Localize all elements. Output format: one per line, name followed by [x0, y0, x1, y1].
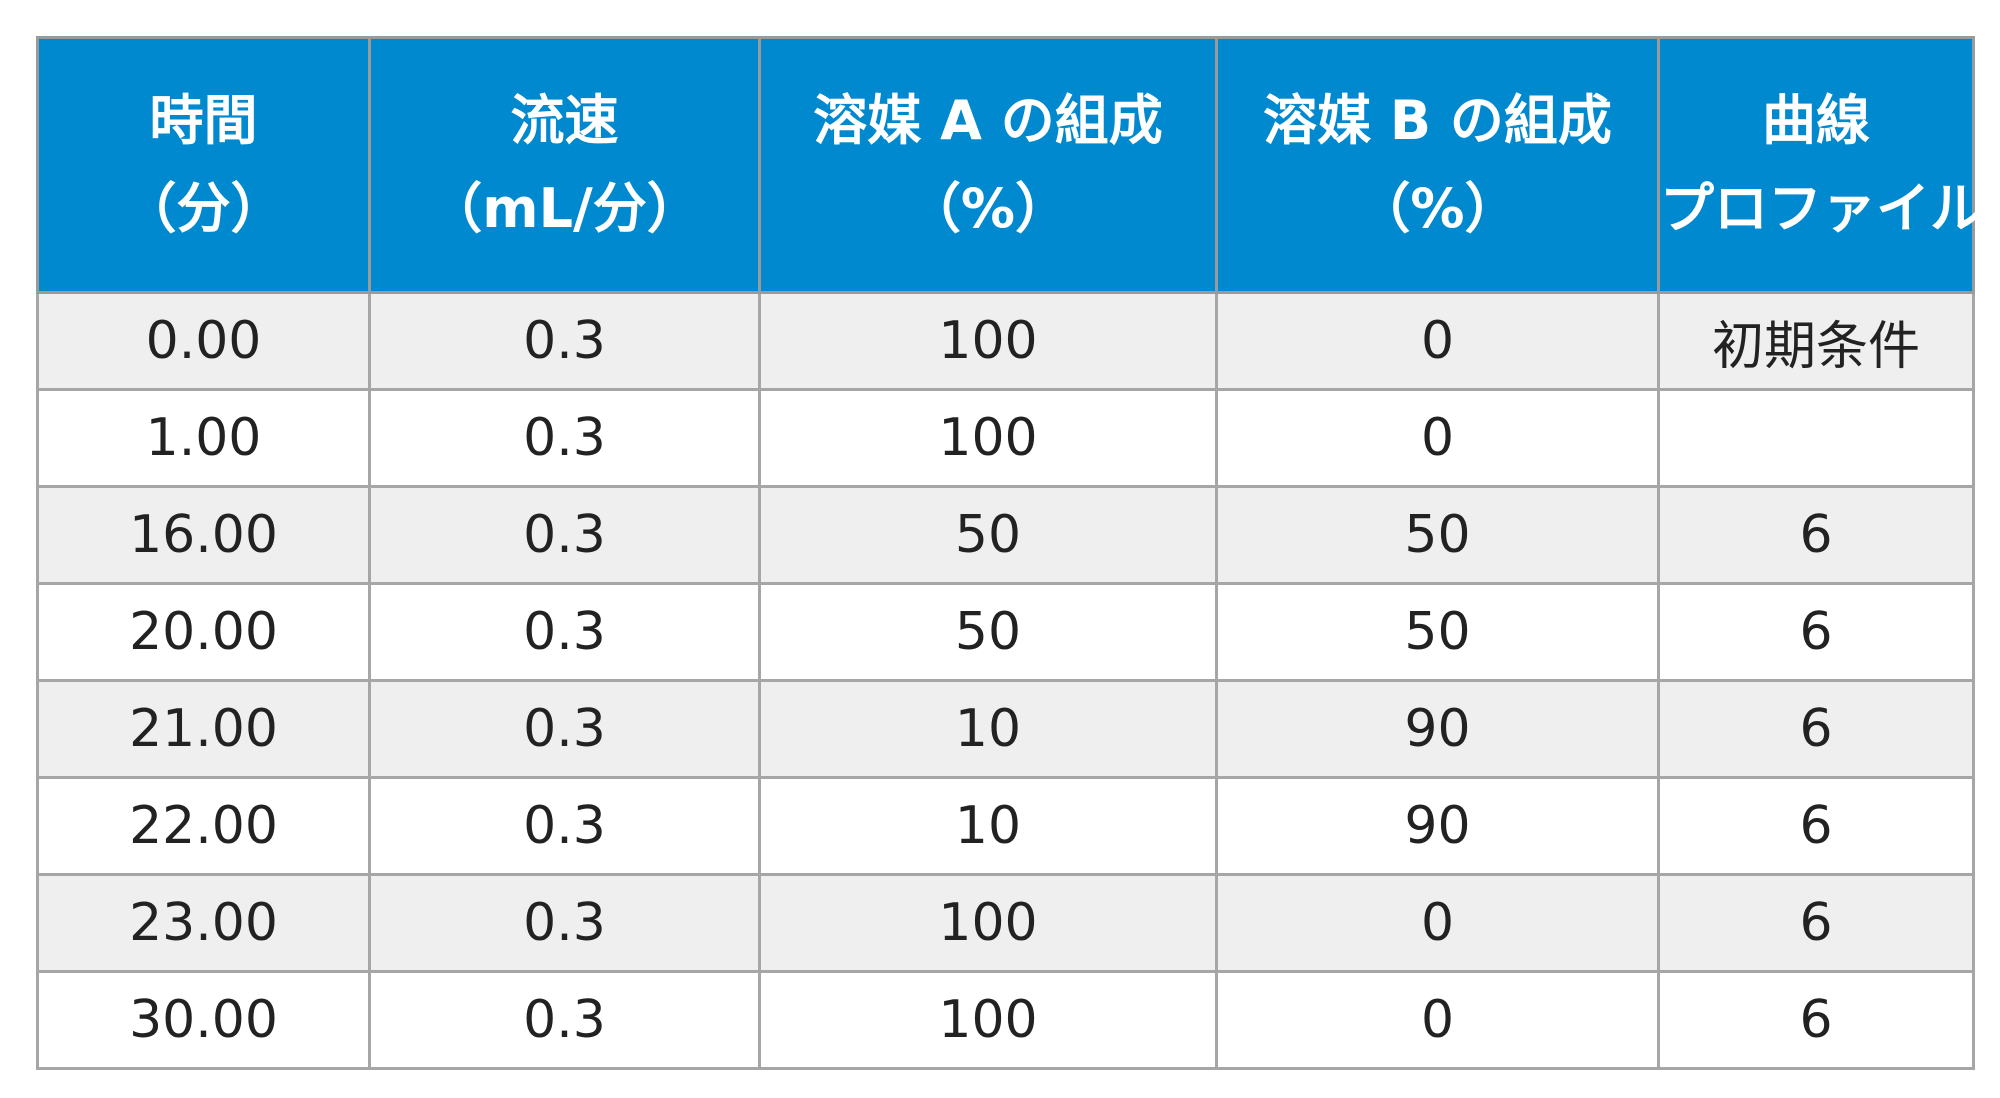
- header-flow-rate: 流速 （mL/分）: [368, 36, 761, 294]
- table-row: 21.00 0.3 10 90 6: [36, 679, 1975, 779]
- cell-solvent-b: 50: [1215, 582, 1660, 682]
- cell-curve-profile: [1657, 388, 1975, 488]
- cell-solvent-a: 10: [758, 776, 1218, 876]
- table-row: 16.00 0.3 50 50 6: [36, 485, 1975, 585]
- cell-curve-profile: 6: [1657, 970, 1975, 1070]
- header-solvent-a-label: 溶媒 A の組成: [813, 89, 1163, 152]
- cell-solvent-a: 50: [758, 485, 1218, 585]
- cell-flow-rate: 0.3: [368, 776, 761, 876]
- cell-time: 30.00: [36, 970, 371, 1070]
- cell-curve-profile: 6: [1657, 582, 1975, 682]
- header-flow-rate-label: 流速: [510, 89, 619, 152]
- header-solvent-a-unit: （%）: [906, 177, 1070, 240]
- cell-time: 20.00: [36, 582, 371, 682]
- header-time: 時間 （分）: [36, 36, 371, 294]
- cell-solvent-b: 0: [1215, 873, 1660, 973]
- cell-solvent-b: 90: [1215, 776, 1660, 876]
- cell-time: 22.00: [36, 776, 371, 876]
- cell-curve-profile: 6: [1657, 873, 1975, 973]
- cell-flow-rate: 0.3: [368, 679, 761, 779]
- cell-flow-rate: 0.3: [368, 388, 761, 488]
- cell-flow-rate: 0.3: [368, 582, 761, 682]
- table-row: 20.00 0.3 50 50 6: [36, 582, 1975, 682]
- header-solvent-b-unit: （%）: [1356, 177, 1519, 240]
- header-curve-profile-label: 曲線: [1762, 89, 1870, 152]
- header-time-unit: （分）: [122, 177, 285, 240]
- cell-flow-rate: 0.3: [368, 873, 761, 973]
- table-row: 30.00 0.3 100 0 6: [36, 970, 1975, 1070]
- cell-solvent-b: 0: [1215, 291, 1660, 391]
- table-row: 23.00 0.3 100 0 6: [36, 873, 1975, 973]
- cell-time: 23.00: [36, 873, 371, 973]
- cell-time: 0.00: [36, 291, 371, 391]
- header-curve-profile: 曲線 プロファイル: [1657, 36, 1984, 294]
- cell-time: 16.00: [36, 485, 371, 585]
- header-flow-rate-unit: （mL/分）: [428, 177, 701, 240]
- header-solvent-b: 溶媒 B の組成 （%）: [1215, 36, 1660, 294]
- header-time-label: 時間: [149, 89, 258, 152]
- cell-solvent-a: 100: [758, 388, 1218, 488]
- cell-solvent-b: 50: [1215, 485, 1660, 585]
- header-curve-profile-unit: プロファイル: [1660, 177, 1984, 240]
- cell-flow-rate: 0.3: [368, 970, 761, 1070]
- table-body: 0.00 0.3 100 0 初期条件 1.00 0.3 100 0 16.00…: [36, 291, 1975, 1070]
- header-row: 時間 （分） 流速 （mL/分） 溶媒 A の組成 （%） 溶媒 B の組成 （…: [36, 36, 1984, 294]
- cell-solvent-b: 0: [1215, 388, 1660, 488]
- cell-curve-profile: 6: [1657, 776, 1975, 876]
- cell-solvent-b: 90: [1215, 679, 1660, 779]
- table-row: 22.00 0.3 10 90 6: [36, 776, 1975, 876]
- table-header: 時間 （分） 流速 （mL/分） 溶媒 A の組成 （%） 溶媒 B の組成 （…: [36, 36, 1984, 294]
- cell-time: 21.00: [36, 679, 371, 779]
- cell-solvent-a: 10: [758, 679, 1218, 779]
- cell-solvent-a: 100: [758, 291, 1218, 391]
- cell-curve-profile: 6: [1657, 485, 1975, 585]
- table-row: 0.00 0.3 100 0 初期条件: [36, 291, 1975, 391]
- cell-solvent-a: 100: [758, 970, 1218, 1070]
- header-solvent-b-label: 溶媒 B の組成: [1263, 89, 1612, 152]
- cell-curve-profile: 初期条件: [1657, 291, 1975, 391]
- cell-solvent-a: 50: [758, 582, 1218, 682]
- gradient-table: 時間 （分） 流速 （mL/分） 溶媒 A の組成 （%） 溶媒 B の組成 （…: [36, 36, 1984, 1070]
- cell-flow-rate: 0.3: [368, 291, 761, 391]
- table-row: 1.00 0.3 100 0: [36, 388, 1975, 488]
- cell-solvent-a: 100: [758, 873, 1218, 973]
- header-solvent-a: 溶媒 A の組成 （%）: [758, 36, 1218, 294]
- cell-flow-rate: 0.3: [368, 485, 761, 585]
- cell-solvent-b: 0: [1215, 970, 1660, 1070]
- cell-curve-profile: 6: [1657, 679, 1975, 779]
- cell-time: 1.00: [36, 388, 371, 488]
